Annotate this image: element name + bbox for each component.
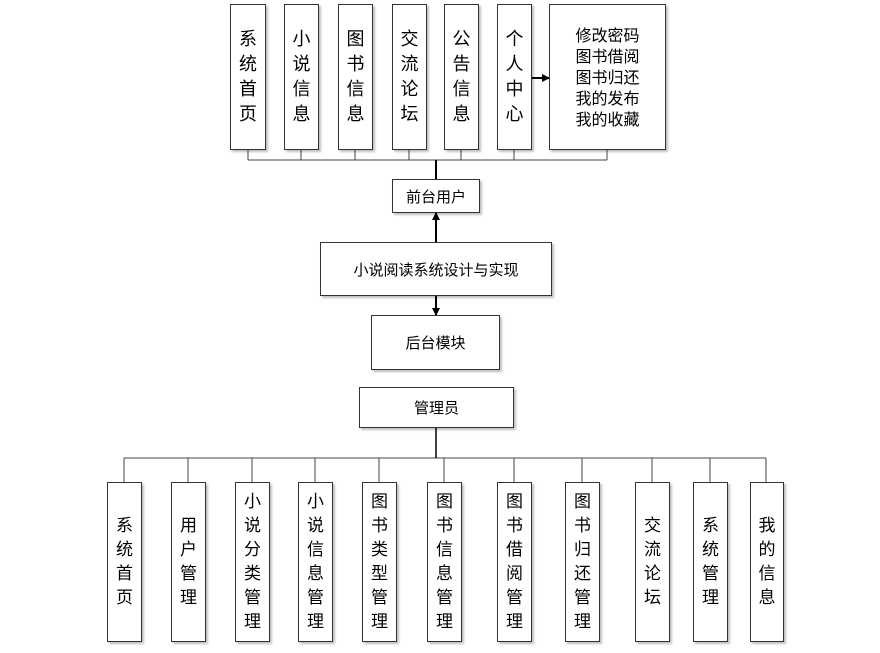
root-node: 小说阅读系统设计与实现 [320,242,552,296]
personal-center-submenu: 修改密码 图书借阅 图书归还 我的发布 我的收藏 [549,4,666,150]
label: 管理员 [413,399,459,417]
label: 图书信息管理 [436,492,453,632]
label: 交流论坛 [644,516,661,608]
label: 个人中心 [505,29,524,125]
front-item-personal-center: 个人中心 [497,4,532,150]
label: 图书借阅管理 [506,492,523,632]
label: 系统首页 [239,29,257,125]
label: 用户管理 [180,516,197,608]
admin-item-novel-category-mgmt: 小说分类管理 [235,482,270,642]
label: 修改密码 图书借阅 图书归还 我的发布 我的收藏 [575,25,640,129]
front-item-book-info: 图书信息 [338,4,373,150]
admin-item-novel-info-mgmt: 小说信息管理 [298,482,333,642]
label: 前台用户 [405,187,466,206]
label: 公告信息 [452,29,471,125]
label: 后台模块 [405,334,466,352]
label: 小说阅读系统设计与实现 [353,260,519,279]
admin-item-my-info: 我的信息 [750,482,784,642]
label: 小说信息 [292,29,311,125]
label: 小说信息管理 [307,492,324,632]
front-item-forum: 交流论坛 [392,4,427,150]
backend-module-node: 后台模块 [371,315,500,370]
admin-node: 管理员 [359,387,514,428]
label: 我的信息 [758,516,776,608]
label: 系统管理 [702,516,719,608]
front-item-novel-info: 小说信息 [284,4,319,150]
admin-item-book-info-mgmt: 图书信息管理 [427,482,462,642]
admin-item-forum: 交流论坛 [635,482,670,642]
admin-item-system-mgmt: 系统管理 [693,482,728,642]
front-item-home: 系统首页 [230,4,266,150]
admin-item-book-borrow-mgmt: 图书借阅管理 [497,482,532,642]
label: 小说分类管理 [244,492,261,632]
admin-item-home: 系统首页 [107,482,142,642]
admin-item-user-mgmt: 用户管理 [171,482,206,642]
front-item-notice-info: 公告信息 [444,4,479,150]
label: 图书信息 [346,29,365,125]
admin-item-book-return-mgmt: 图书归还管理 [565,482,600,642]
admin-item-book-type-mgmt: 图书类型管理 [362,482,397,642]
front-user-node: 前台用户 [392,179,480,213]
label: 图书归还管理 [574,492,591,632]
label: 交流论坛 [400,29,419,125]
label: 系统首页 [116,516,133,608]
label: 图书类型管理 [371,492,388,632]
